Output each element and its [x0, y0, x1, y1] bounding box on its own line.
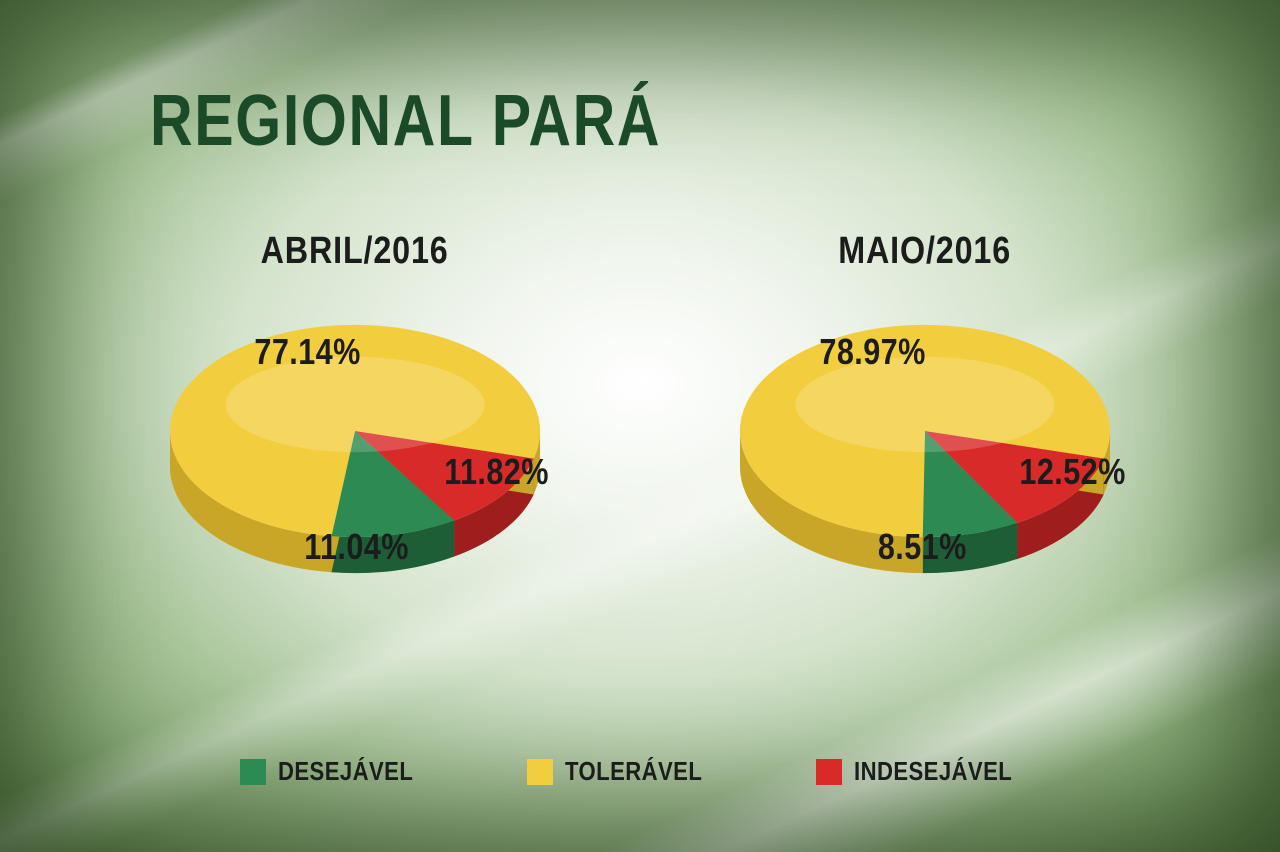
slice-label-desejavel: 8.51%: [878, 526, 967, 568]
slice-label-toleravel: 77.14%: [254, 331, 360, 373]
chart-abril: ABRIL/2016 77.14% 11.82% 11.04%: [145, 230, 565, 601]
pie-chart: 78.97% 12.52% 8.51%: [715, 301, 1135, 601]
chart-title: ABRIL/2016: [261, 230, 449, 273]
legend-label: TOLERÁVEL: [565, 756, 702, 787]
pie-chart: 77.14% 11.82% 11.04%: [145, 301, 565, 601]
swatch-icon: [816, 759, 842, 785]
legend-label: INDESEJÁVEL: [854, 756, 1012, 787]
legend-item-toleravel: TOLERÁVEL: [527, 756, 726, 787]
legend-label: DESEJÁVEL: [278, 756, 413, 787]
swatch-icon: [527, 759, 553, 785]
legend-item-indesejavel: INDESEJÁVEL: [816, 756, 1040, 787]
chart-title: MAIO/2016: [839, 230, 1012, 273]
slice-label-indesejavel: 12.52%: [1019, 451, 1125, 493]
slice-label-desejavel: 11.04%: [304, 526, 409, 568]
page-title: REGIONAL PARÁ: [150, 80, 661, 162]
swatch-icon: [240, 759, 266, 785]
legend-item-desejavel: DESEJÁVEL: [240, 756, 437, 787]
chart-maio: MAIO/2016 78.97% 12.52% 8.51%: [715, 230, 1135, 601]
slice-label-toleravel: 78.97%: [819, 331, 925, 373]
slice-label-indesejavel: 11.82%: [444, 451, 549, 493]
chart-container: REGIONAL PARÁ ABRIL/2016 77.14% 11.82% 1…: [0, 0, 1280, 852]
legend: DESEJÁVEL TOLERÁVEL INDESEJÁVEL: [0, 756, 1280, 787]
charts-row: ABRIL/2016 77.14% 11.82% 11.04% MAIO/201…: [0, 230, 1280, 601]
